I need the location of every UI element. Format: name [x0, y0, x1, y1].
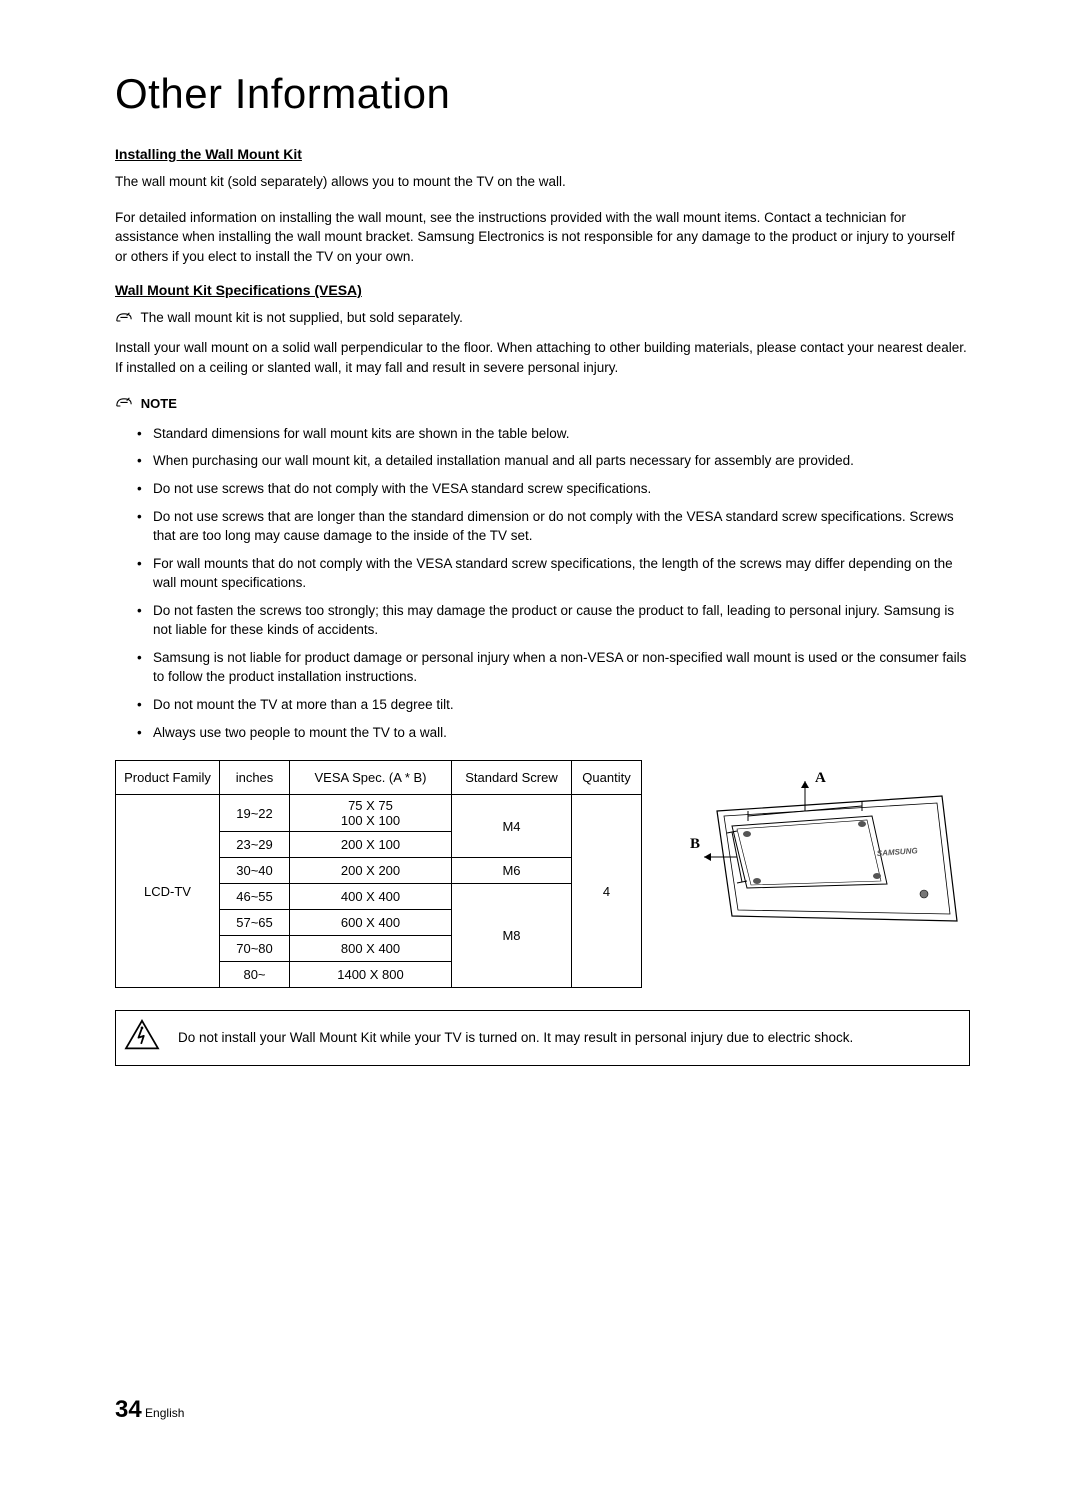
cell-inches: 80~	[220, 962, 290, 988]
table-header-row: Product Family inches VESA Spec. (A * B)…	[116, 761, 642, 795]
th-inches: inches	[220, 761, 290, 795]
cell-vesa: 800 X 400	[290, 936, 452, 962]
dim-b-label: B	[690, 836, 700, 852]
cell-screw: M8	[452, 884, 572, 988]
tv-diagram: SAMSUNG A B	[662, 760, 962, 951]
cell-product-family: LCD-TV	[116, 795, 220, 988]
page-number: 34	[115, 1396, 142, 1423]
th-vesa: VESA Spec. (A * B)	[290, 761, 452, 795]
spec-table: Product Family inches VESA Spec. (A * B)…	[115, 760, 642, 988]
dim-a-label: A	[815, 770, 826, 786]
note-line: The wall mount kit is not supplied, but …	[115, 308, 970, 328]
section-heading-spec: Wall Mount Kit Specifications (VESA)	[115, 282, 970, 298]
cell-vesa-line: 100 X 100	[298, 813, 443, 828]
body-text: Install your wall mount on a solid wall …	[115, 338, 970, 377]
cell-vesa: 400 X 400	[290, 884, 452, 910]
list-item: Do not fasten the screws too strongly; t…	[153, 601, 970, 640]
list-item: When purchasing our wall mount kit, a de…	[153, 451, 970, 471]
list-item: Do not use screws that are longer than t…	[153, 507, 970, 546]
cell-inches: 70~80	[220, 936, 290, 962]
list-item: Samsung is not liable for product damage…	[153, 648, 970, 687]
cell-vesa: 200 X 200	[290, 858, 452, 884]
list-item: For wall mounts that do not comply with …	[153, 554, 970, 593]
cell-vesa: 600 X 400	[290, 910, 452, 936]
warning-box: Do not install your Wall Mount Kit while…	[115, 1010, 970, 1066]
cell-inches: 30~40	[220, 858, 290, 884]
th-product-family: Product Family	[116, 761, 220, 795]
list-item: Do not use screws that do not comply wit…	[153, 479, 970, 499]
list-item: Always use two people to mount the TV to…	[153, 723, 970, 743]
th-qty: Quantity	[572, 761, 642, 795]
page-footer: 34 English	[115, 1396, 184, 1424]
note-icon	[115, 309, 133, 329]
cell-inches: 23~29	[220, 832, 290, 858]
cell-inches: 57~65	[220, 910, 290, 936]
body-text: The wall mount kit (sold separately) all…	[115, 172, 970, 192]
warning-icon	[124, 1019, 160, 1057]
page-title: Other Information	[115, 70, 970, 118]
cell-inches: 46~55	[220, 884, 290, 910]
cell-vesa: 75 X 75 100 X 100	[290, 795, 452, 832]
warning-text: Do not install your Wall Mount Kit while…	[178, 1029, 853, 1048]
cell-vesa-line: 75 X 75	[298, 798, 443, 813]
cell-vesa: 1400 X 800	[290, 962, 452, 988]
table-row: LCD-TV 19~22 75 X 75 100 X 100 M4 4	[116, 795, 642, 832]
cell-inches: 19~22	[220, 795, 290, 832]
note-header: NOTE	[115, 394, 970, 414]
body-text: For detailed information on installing t…	[115, 208, 970, 267]
cell-screw: M4	[452, 795, 572, 858]
bullet-list: Standard dimensions for wall mount kits …	[115, 424, 970, 742]
cell-qty: 4	[572, 795, 642, 988]
note-icon	[115, 394, 133, 414]
list-item: Do not mount the TV at more than a 15 de…	[153, 695, 970, 715]
section-heading-install: Installing the Wall Mount Kit	[115, 146, 970, 162]
list-item: Standard dimensions for wall mount kits …	[153, 424, 970, 444]
page-lang: English	[145, 1406, 184, 1420]
th-screw: Standard Screw	[452, 761, 572, 795]
cell-screw: M6	[452, 858, 572, 884]
note-text: The wall mount kit is not supplied, but …	[141, 310, 463, 325]
note-label: NOTE	[141, 396, 177, 411]
cell-vesa: 200 X 100	[290, 832, 452, 858]
